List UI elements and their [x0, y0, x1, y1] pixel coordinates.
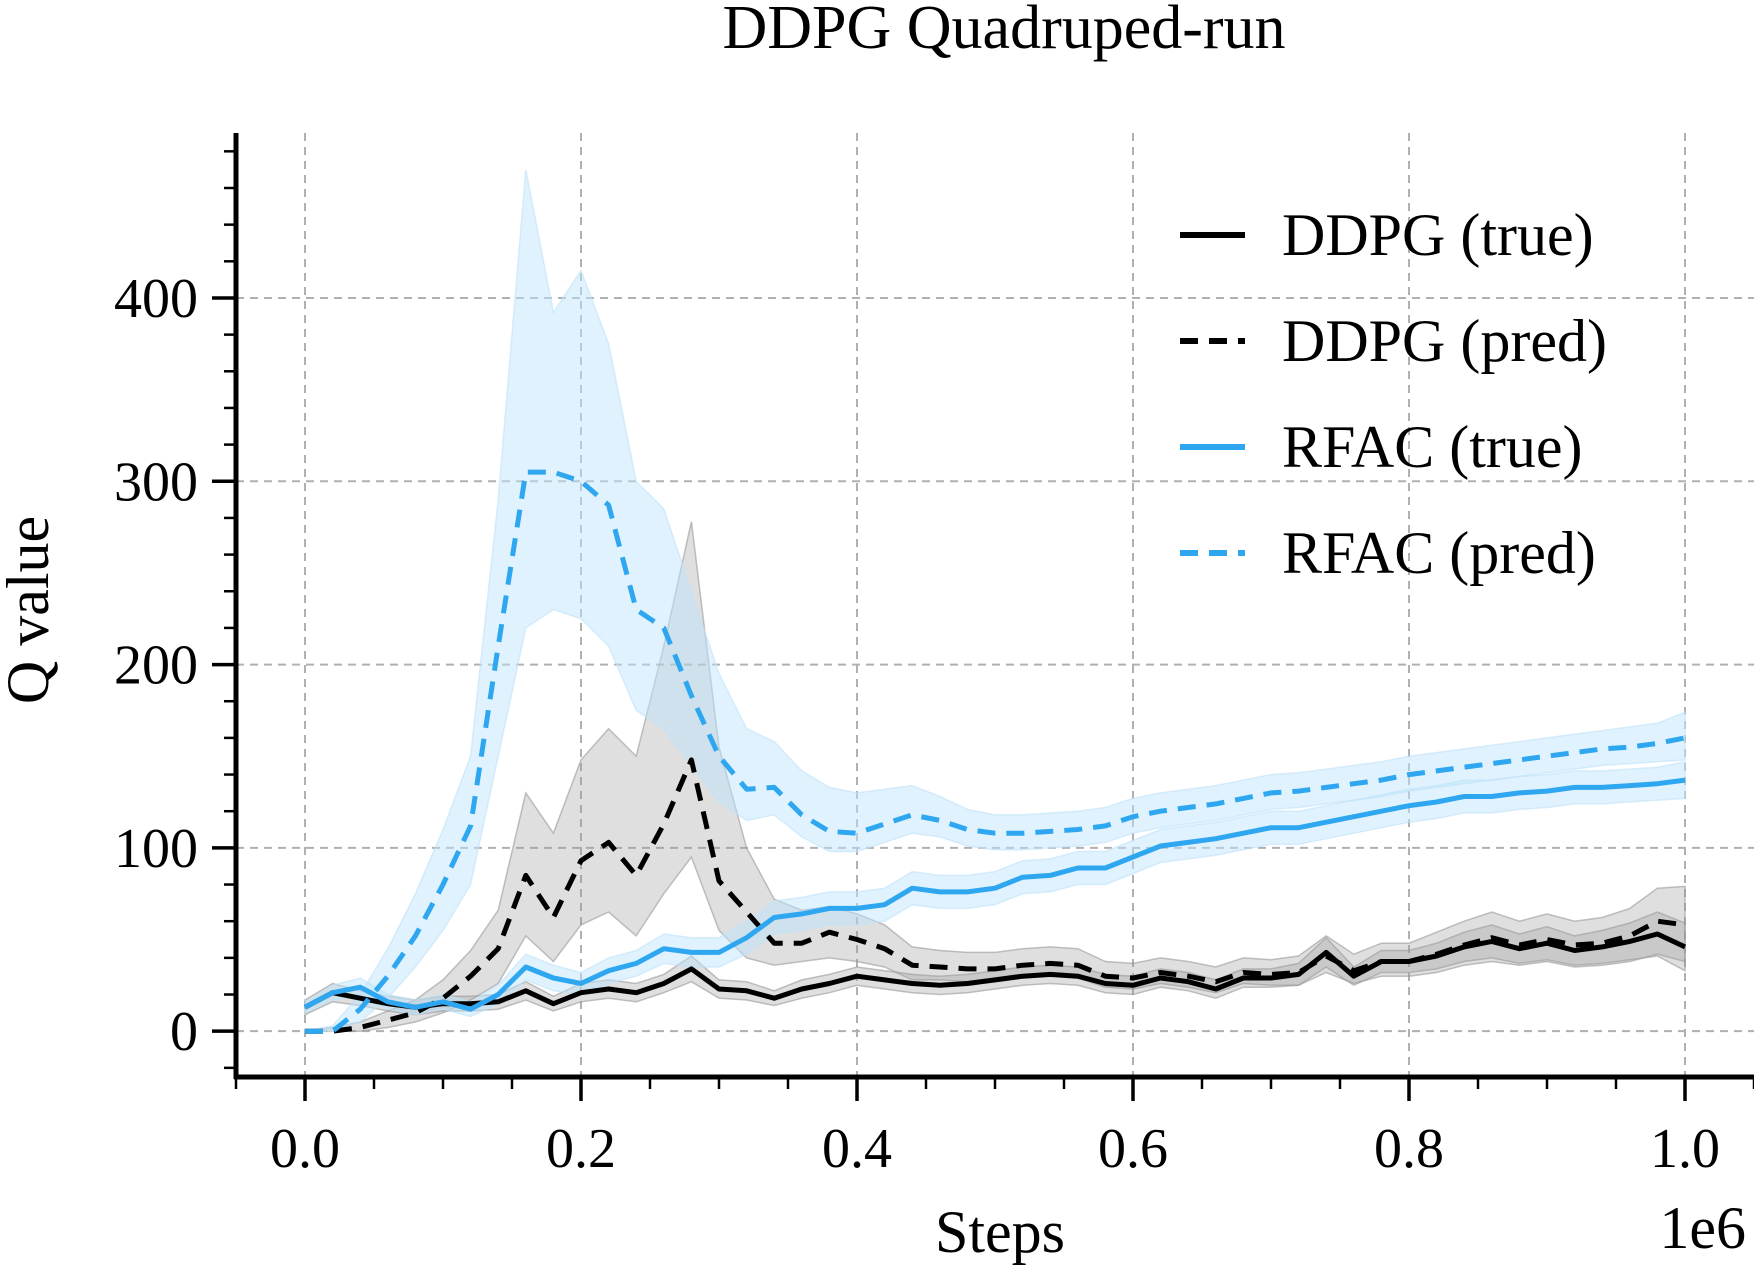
series-band-1: [304, 521, 1686, 1032]
grid: [236, 133, 1754, 1077]
x-tick-label-2: 0.4: [822, 1118, 892, 1180]
x-tick-label-0: 0.0: [270, 1118, 340, 1180]
y-tick-label-0: 0: [170, 1001, 198, 1063]
series-lines: [303, 469, 1687, 1034]
x-tick-label-4: 0.8: [1374, 1118, 1444, 1180]
legend-label-1: DDPG (pred): [1282, 308, 1607, 374]
series-band-3: [304, 169, 1686, 1032]
legend-label-0: DDPG (true): [1282, 202, 1594, 268]
x-axis-label: Steps: [935, 1199, 1065, 1265]
series-line-1: [305, 757, 1686, 1034]
ticks: 0.0 0.2 0.4 0.6 0.8 1.0 0 100 200 300 400: [114, 150, 1754, 1180]
legend: DDPG (true) DDPG (pred) RFAC (true) RFAC (p…: [1180, 202, 1607, 586]
x-tick-label-5: 1.0: [1650, 1118, 1720, 1180]
legend-label-3: RFAC (pred): [1282, 520, 1596, 586]
series-line-0: [303, 931, 1687, 1010]
series-line-3: [305, 469, 1686, 1034]
y-tick-label-2: 200: [114, 635, 198, 697]
x-tick-label-1: 0.2: [546, 1118, 616, 1180]
series-line-2: [303, 777, 1686, 1012]
y-tick-label-4: 400: [114, 268, 198, 330]
x-tick-label-3: 0.6: [1098, 1118, 1168, 1180]
chart-title: DDPG Quadruped-run: [722, 0, 1285, 62]
x-axis-offset-label: 1e6: [1659, 1195, 1746, 1261]
y-axis-label: Q value: [0, 516, 61, 704]
legend-label-2: RFAC (true): [1282, 414, 1583, 480]
y-tick-label-1: 100: [114, 818, 198, 880]
y-tick-label-3: 300: [114, 451, 198, 513]
